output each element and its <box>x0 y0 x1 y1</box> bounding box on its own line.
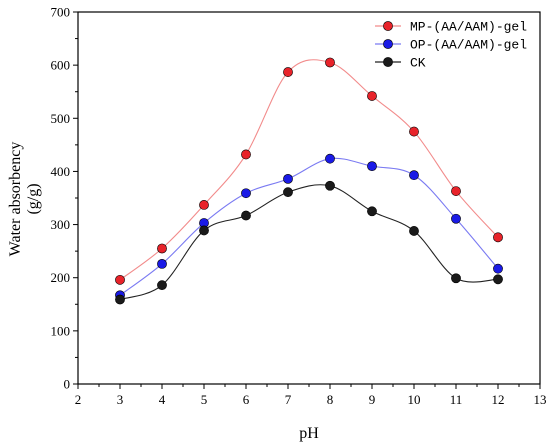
legend-label-3: CK <box>410 56 426 71</box>
x-tick-label: 9 <box>369 392 376 407</box>
y-tick-label: 100 <box>51 323 71 338</box>
data-point <box>325 57 335 68</box>
x-tick-label: 13 <box>534 392 547 407</box>
series-lines <box>119 59 499 301</box>
data-point <box>283 187 293 198</box>
legend-marker-3 <box>383 57 393 67</box>
data-point <box>115 294 125 305</box>
axes: 2 3 4 5 6 7 8 9 10 11 12 13 0 100 200 300 400 500 600 700 <box>51 5 547 408</box>
data-point <box>283 67 293 77</box>
data-point <box>199 225 209 236</box>
data-point <box>325 153 335 164</box>
series-markers <box>115 57 503 305</box>
y-axis-unit: (g/g) <box>25 183 42 214</box>
x-tick-label: 3 <box>117 392 124 407</box>
legend-marker-2 <box>383 39 393 49</box>
data-point <box>115 274 125 285</box>
x-tick-label: 2 <box>75 392 82 407</box>
x-tick-label: 6 <box>243 392 250 407</box>
data-point <box>493 274 503 285</box>
data-point <box>241 210 251 221</box>
data-point <box>493 232 503 243</box>
plot-frame <box>77 11 541 385</box>
data-point <box>451 273 461 284</box>
data-point <box>157 258 167 269</box>
x-axis-title: pH <box>299 425 319 442</box>
data-point <box>157 243 167 254</box>
y-tick-label: 0 <box>64 377 71 392</box>
data-point <box>409 226 419 236</box>
data-point <box>241 188 251 199</box>
x-tick-label: 4 <box>159 392 166 407</box>
data-point <box>283 173 293 184</box>
x-tick-label: 8 <box>327 392 334 407</box>
x-tick-label: 5 <box>201 392 208 407</box>
data-point <box>409 170 419 181</box>
data-point <box>493 263 503 274</box>
data-point <box>367 91 377 101</box>
x-tick-label: 11 <box>450 392 463 407</box>
legend-label-1: MP-(AA/AAM)-gel <box>410 20 527 35</box>
y-tick-label: 500 <box>51 111 71 126</box>
series-line-2 <box>119 157 499 296</box>
y-tick-label: 400 <box>51 164 71 179</box>
data-point <box>451 186 461 196</box>
data-point <box>367 206 377 217</box>
data-point <box>367 161 377 172</box>
data-point <box>409 126 419 137</box>
y-tick-label: 200 <box>51 270 71 285</box>
y-tick-label: 700 <box>51 5 71 20</box>
data-point <box>241 149 251 160</box>
y-tick-label: 300 <box>51 217 71 232</box>
data-point <box>325 180 335 191</box>
legend: MP-(AA/AAM)-gel OP-(AA/AAM)-gel CK <box>375 20 527 71</box>
data-point <box>157 280 167 291</box>
series-line-1 <box>119 59 499 281</box>
series-line-3 <box>119 184 499 301</box>
x-tick-label: 12 <box>492 392 505 407</box>
x-tick-label: 10 <box>408 392 421 407</box>
legend-marker-1 <box>383 21 393 31</box>
y-tick-label: 600 <box>51 58 71 73</box>
data-point <box>199 200 209 210</box>
y-axis-title: Water absorbency <box>7 142 24 257</box>
x-tick-label: 7 <box>285 392 292 407</box>
legend-label-2: OP-(AA/AAM)-gel <box>410 38 527 53</box>
data-point <box>451 213 461 224</box>
